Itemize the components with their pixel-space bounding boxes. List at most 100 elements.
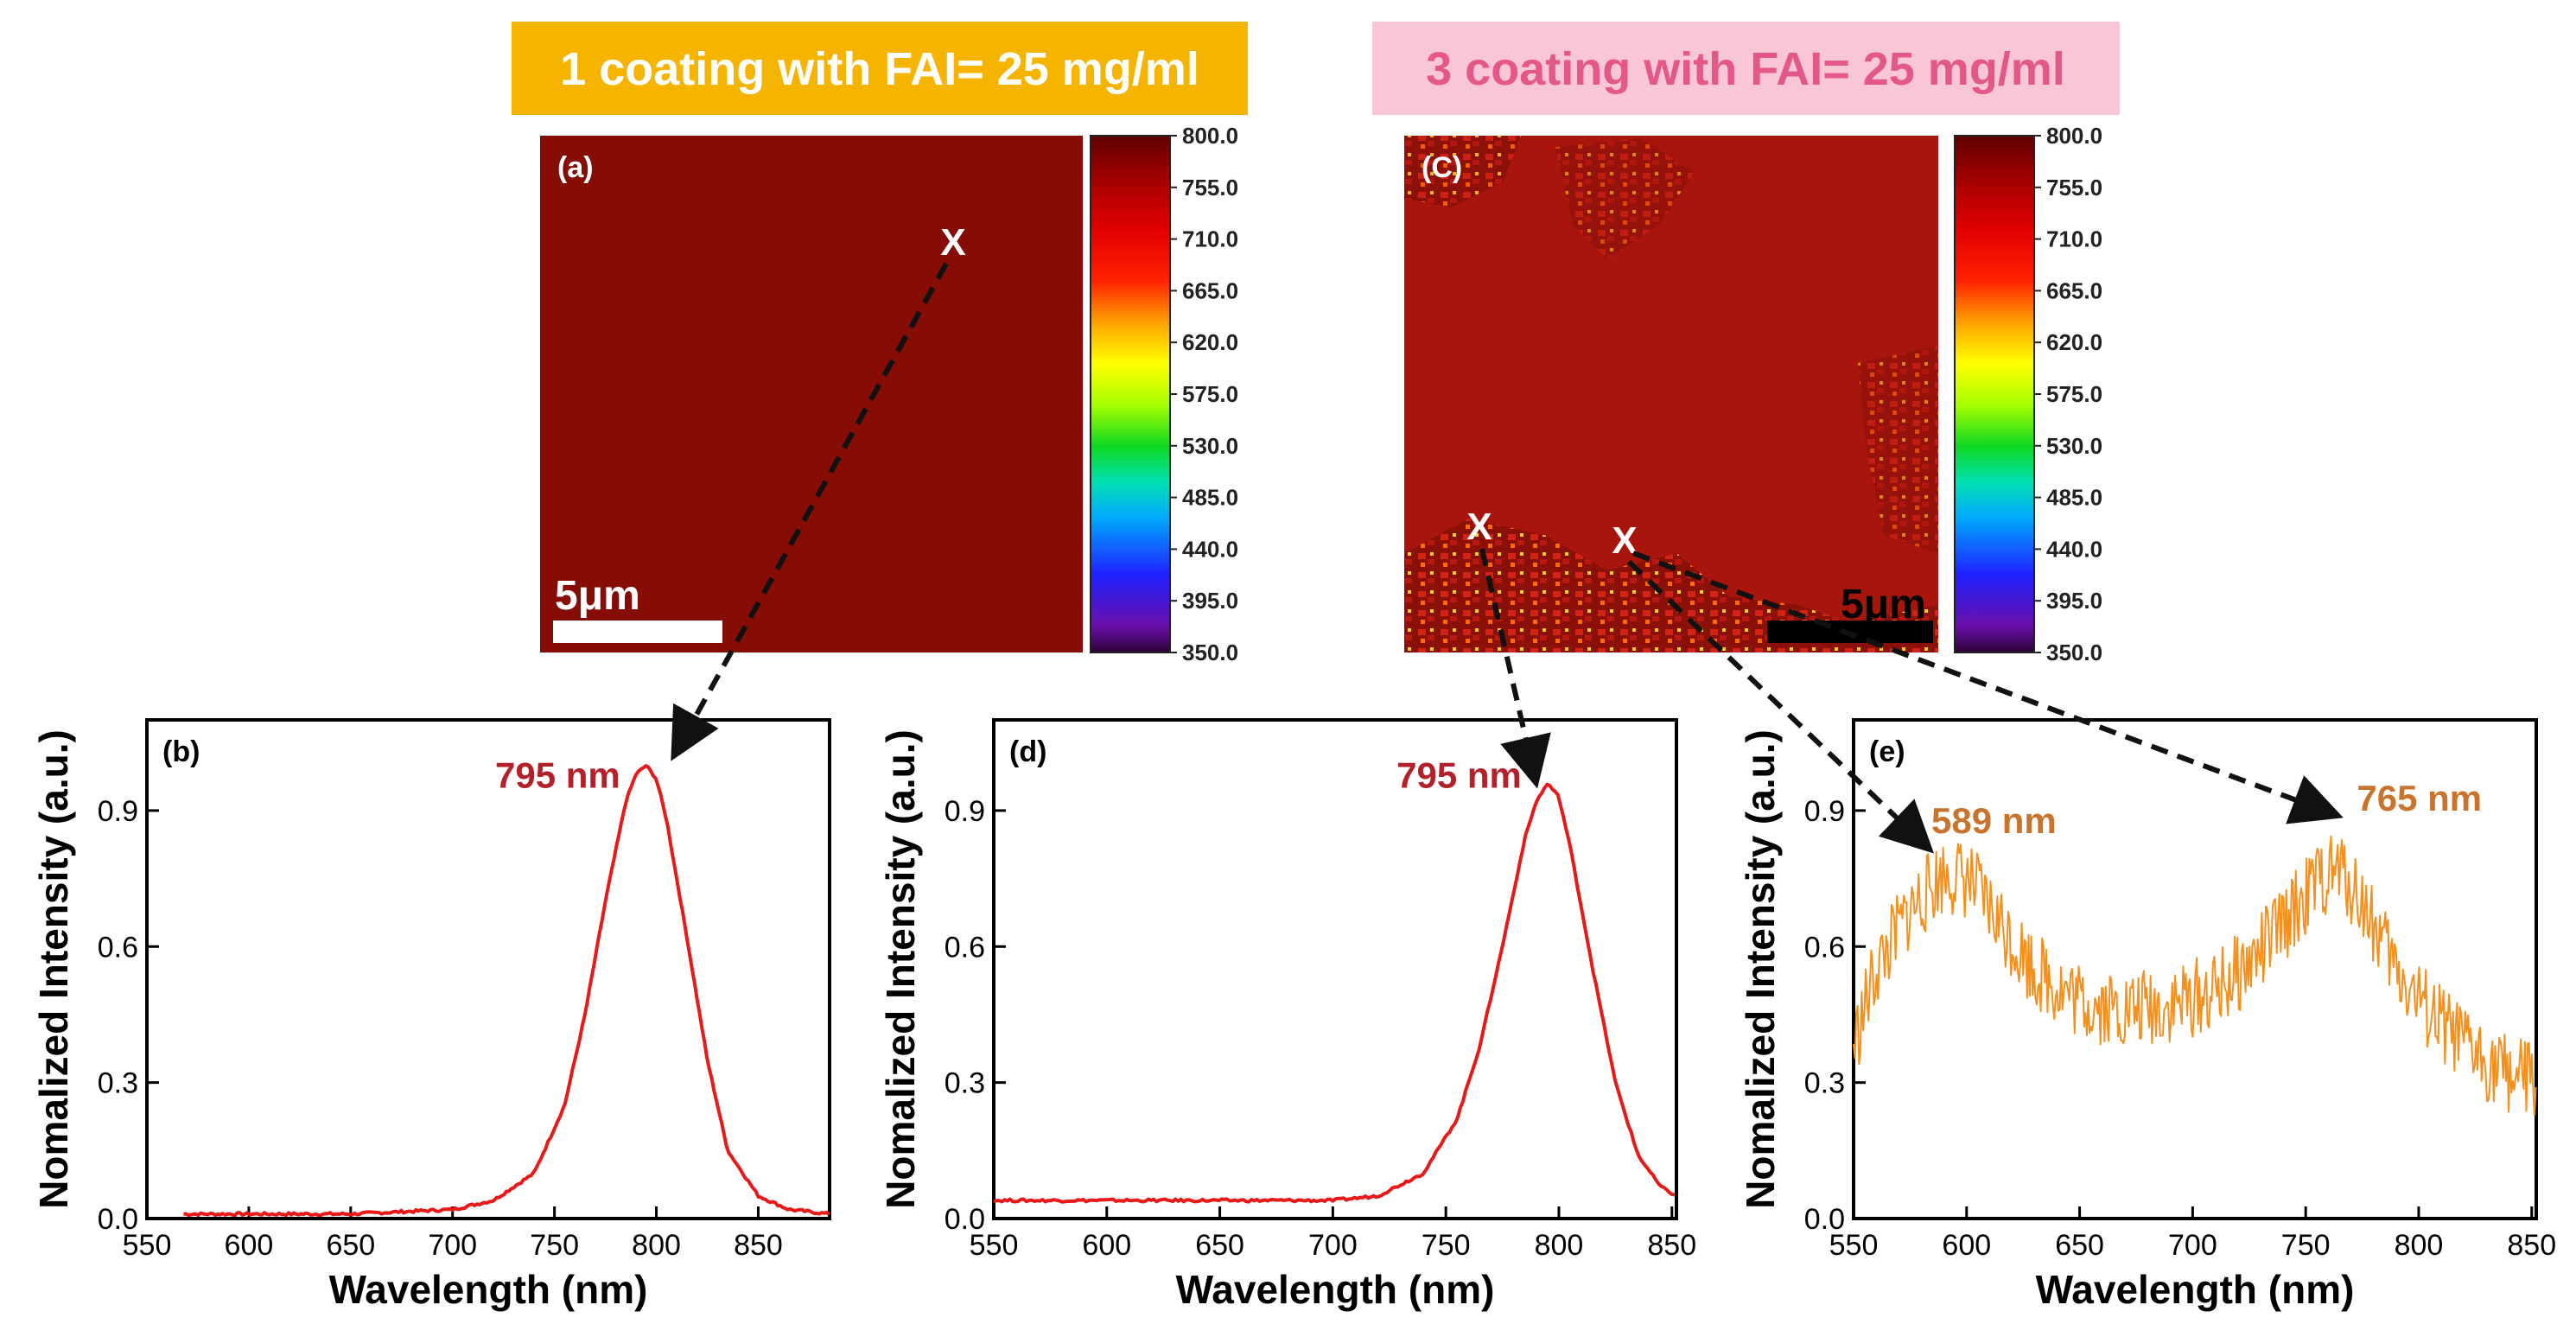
colorbar-tick-label: 800.0 [1182,123,1238,149]
colorbar-tick-label: 395.0 [2046,588,2102,614]
colorbar-tick-label: 395.0 [1182,588,1238,614]
map-c-scale-text: 5μm [1841,582,1926,627]
arrow-c-to-d [1479,548,1551,789]
map-c-mottle-bottom [1404,519,1938,652]
x-tick-label: 550 [970,1229,1019,1262]
panel-label: (b) [162,735,200,768]
colorbar-tick-label: 665.0 [2046,277,2102,303]
arrow-c-to-e-589 [1626,559,1935,854]
x-tick-label: 700 [428,1229,477,1262]
chart-e: 550 600 650 700 750 800 850 0.0 0.3 0.6 0.9 Wavelen… [1738,718,2556,1312]
y-tick-label: 0.0 [1804,1203,1845,1236]
map-c-mottle-mid [1555,138,1694,259]
x-tick-label: 800 [1535,1229,1584,1262]
peak-annotation: 795 nm [1396,755,1522,796]
x-axis-label: Wavelength (nm) [2036,1267,2355,1312]
x-tick-label: 600 [1942,1229,1991,1262]
colorbar-tick-label: 710.0 [2046,226,2102,252]
map-a-image [540,136,1083,652]
colorbar-tick-label: 530.0 [2046,433,2102,459]
colorbar-tick-label: 440.0 [2046,536,2102,562]
series-line [1853,835,2537,1117]
map-c-marker-1: X [1466,506,1492,548]
peak-annotation: 589 nm [1931,800,2057,841]
map-a-label: (a) [557,151,594,184]
x-tick-label: 700 [2168,1229,2217,1262]
x-tick-label: 700 [1308,1229,1358,1262]
series-line [183,764,830,1218]
x-tick-label: 650 [2055,1229,2104,1262]
x-tick-label: 600 [225,1229,274,1262]
y-tick-label: 0.6 [1804,931,1845,964]
x-tick-label: 550 [1829,1229,1879,1262]
x-tick-label: 600 [1082,1229,1131,1262]
plot-frame [1852,718,2538,1220]
x-axis-label: Wavelength (nm) [329,1267,648,1312]
x-tick-label: 850 [1647,1229,1696,1262]
y-tick-label: 0.6 [945,931,985,964]
colorbar-tick-label: 485.0 [2046,485,2102,511]
map-a-scale-bar [553,621,722,643]
map-c-mottle-right [1858,346,1938,553]
y-tick-label: 0.9 [98,795,138,828]
map-a-texture [540,136,1083,652]
x-axis-label: Wavelength (nm) [1176,1267,1495,1312]
colorbar-tick-label: 620.0 [2046,329,2102,355]
x-tick-label: 800 [2395,1229,2444,1262]
panel-label: (e) [1869,735,1905,768]
chart-b: 550 600 650 700 750 800 850 0.0 0.3 0.6 0.9 Wavelen… [31,718,831,1312]
y-axis-label: Nomalized Intensity (a.u.) [31,729,76,1209]
y-tick-label: 0.3 [1804,1067,1845,1100]
colorbar-a-bar [1090,135,1171,653]
arrows [671,262,2344,854]
colorbar-c-ticks: 800.0 755.0 710.0 665.0 620.0 575.0 530.0 485.0… [2034,123,2102,665]
map-c: (C) X X 5μm [1404,136,1938,652]
y-tick-label: 0.0 [945,1203,985,1236]
x-tick-label: 850 [734,1229,783,1262]
chart-d: 550 600 650 700 750 800 850 0.0 0.3 0.6 0.9 Wavelen… [878,718,1696,1312]
y-tick-label: 0.9 [1804,795,1845,828]
colorbar-c-bar [1954,135,2035,653]
x-tick-label: 850 [2507,1229,2556,1262]
y-tick-label: 0.6 [98,931,138,964]
colorbar-tick-label: 620.0 [1182,329,1238,355]
map-a: (a) X 5μm [540,136,1083,652]
x-tick-label: 650 [326,1229,375,1262]
colorbar-tick-label: 665.0 [1182,277,1238,303]
series-line [993,782,1676,1204]
y-tick-label: 0.9 [945,795,985,828]
title-left-banner [512,22,1248,115]
colorbar-tick-label: 710.0 [1182,226,1238,252]
x-tick-label: 750 [2281,1229,2331,1262]
plot-frame [145,718,831,1220]
title-left: 1 coating with FAI= 25 mg/ml [560,43,1199,95]
x-tick-label: 800 [632,1229,681,1262]
colorbar-tick-label: 350.0 [2046,640,2102,665]
title-right: 3 coating with FAI= 25 mg/ml [1426,43,2065,95]
colorbar-tick-label: 755.0 [2046,175,2102,200]
x-tick-label: 550 [123,1229,172,1262]
colorbar-a-ticks: 800.0 755.0 710.0 665.0 620.0 575.0 530.0 485.0… [1170,123,1238,665]
colorbar-tick-label: 755.0 [1182,175,1238,200]
colorbar-a: 800.0 755.0 710.0 665.0 620.0 575.0 530.0 485.0… [1090,123,1238,665]
colorbar-tick-label: 575.0 [2046,381,2102,407]
peak-annotation: 765 nm [2357,778,2482,818]
y-tick-label: 0.3 [98,1067,138,1100]
colorbar-tick-label: 800.0 [2046,123,2102,149]
colorbar-tick-label: 440.0 [1182,536,1238,562]
colorbar-tick-label: 530.0 [1182,433,1238,459]
x-tick-label: 750 [530,1229,579,1262]
plot-frame [992,718,1678,1220]
y-axis-label: Nomalized Intensity (a.u.) [878,729,923,1209]
map-a-marker: X [940,221,965,264]
x-tick-label: 650 [1195,1229,1244,1262]
arrow-a-to-b [671,262,949,761]
arrow-c-to-e-765 [1631,551,2344,824]
colorbar-tick-label: 485.0 [1182,485,1238,511]
map-c-label: (C) [1422,151,1462,184]
map-a-scale-text: 5μm [555,573,640,619]
colorbar-tick-label: 575.0 [1182,381,1238,407]
y-tick-label: 0.0 [98,1203,138,1236]
y-axis-label: Nomalized Intensity (a.u.) [1738,729,1783,1209]
